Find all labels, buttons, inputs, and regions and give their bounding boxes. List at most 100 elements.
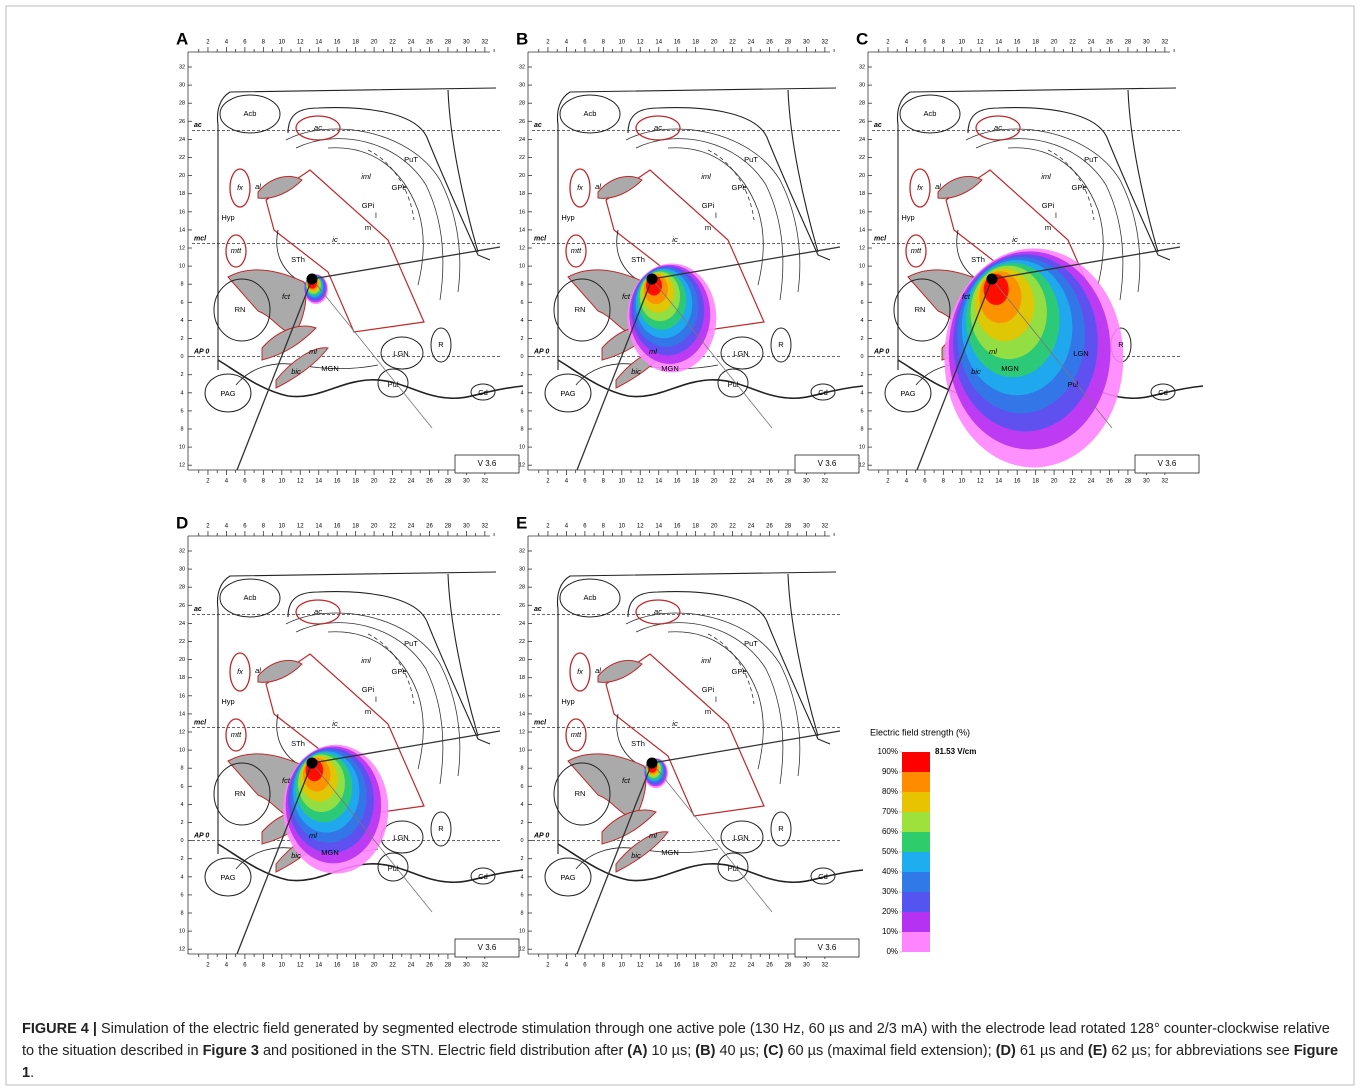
y-tick-label: 18 — [519, 675, 525, 681]
atlas-label: MGN — [661, 848, 679, 857]
gray-region — [275, 347, 329, 389]
x-tick-label: 22 — [729, 479, 736, 485]
stn-region — [265, 169, 425, 333]
y-tick-label: 12 — [859, 245, 865, 251]
x-tick-label: 18 — [692, 963, 699, 969]
x-tick-label: 30 — [803, 963, 810, 969]
r-region — [430, 327, 452, 363]
y-tick-label: 2 — [180, 372, 183, 378]
x-tick-label: 4 — [225, 40, 229, 46]
legend-tick-label: 100% — [878, 747, 898, 756]
x-tick-label: 28 — [785, 524, 792, 530]
atlas-label: m — [705, 707, 711, 716]
atlas-label: Cd — [818, 388, 828, 397]
lgn — [720, 336, 764, 370]
atlas-label: al — [595, 182, 601, 191]
y-tick-label: 14 — [179, 711, 185, 717]
x-tick-label: 24 — [408, 40, 415, 46]
atlas-label: Acb — [924, 109, 937, 118]
y-tick-label: 6 — [520, 784, 523, 790]
reference-label: mcl — [194, 719, 207, 726]
atlas-label: ic — [332, 719, 338, 728]
atlas-label: l — [715, 695, 717, 704]
x-tick-label: 8 — [602, 479, 606, 485]
gray-region — [597, 660, 643, 683]
atlas-label: ml — [309, 347, 317, 356]
legend-band — [902, 752, 930, 772]
atlas-label: PuT — [744, 155, 758, 164]
electrode-axis — [311, 278, 433, 429]
reference-label: ac — [874, 122, 882, 129]
mtt-region — [905, 234, 927, 268]
x-tick-label: 2 — [206, 479, 210, 485]
y-tick-label: 16 — [519, 209, 525, 215]
x-tick-label: 20 — [1051, 479, 1058, 485]
outline — [667, 147, 764, 286]
y-tick-label: 30 — [179, 567, 185, 573]
x-tick-label: 22 — [729, 963, 736, 969]
y-tick-label: 26 — [859, 119, 865, 125]
ac-region — [295, 115, 341, 141]
x-tick-label: 22 — [729, 40, 736, 46]
x-tick-label: 20 — [371, 963, 378, 969]
y-tick-label: 32 — [519, 64, 525, 70]
x-tick-label: 20 — [711, 40, 718, 46]
x-tick-label: 20 — [371, 479, 378, 485]
x-tick-label: 28 — [785, 479, 792, 485]
caption-text: Simulation of the electric field generat… — [22, 1021, 1330, 1059]
caption-text: (B) — [695, 1043, 716, 1059]
y-tick-label: 4 — [860, 390, 863, 396]
atlas-label: fx — [237, 183, 243, 192]
y-tick-label: 30 — [859, 83, 865, 89]
x-tick-label: 32 — [822, 524, 829, 530]
frame — [5, 5, 1355, 1086]
outline — [556, 87, 837, 370]
x-tick-label: 14 — [995, 479, 1002, 485]
x-tick-label: 18 — [352, 40, 359, 46]
electrode-contact — [646, 273, 658, 285]
x-tick-label: 2 — [206, 524, 210, 530]
y-tick-label: 4 — [180, 318, 183, 324]
atlas-label: Cd — [478, 872, 488, 881]
x-tick-label: 32 — [482, 524, 489, 530]
y-tick-label: 28 — [179, 101, 185, 107]
x-tick-label: 24 — [748, 479, 755, 485]
pag — [204, 373, 252, 413]
x-tick-label: 26 — [766, 40, 773, 46]
x-tick-label: 14 — [655, 479, 662, 485]
pag — [544, 857, 592, 897]
x-tick-label: 24 — [748, 963, 755, 969]
x-tick-label: 32 — [482, 479, 489, 485]
atlas-label: GPi — [702, 201, 715, 210]
y-tick-label: 32 — [179, 64, 185, 70]
outline — [556, 571, 837, 854]
atlas-label: Cd — [478, 388, 488, 397]
reference-label: mcl — [874, 235, 887, 242]
outline — [287, 591, 491, 745]
atlas-label: ac — [654, 123, 662, 132]
y-tick-label: 4 — [860, 318, 863, 324]
stn-region — [265, 653, 425, 817]
y-tick-label: 8 — [180, 426, 183, 432]
acb — [219, 578, 281, 618]
y-tick-label: 2 — [520, 336, 523, 342]
gray-region — [601, 809, 657, 845]
atlas-label: bic — [291, 367, 301, 376]
legend-tick-label: 30% — [882, 887, 898, 896]
mtt-region — [565, 718, 587, 752]
x-tick-label: 6 — [243, 479, 247, 485]
reference-label: AP 0 — [533, 348, 549, 355]
atlas-label: mtt — [571, 730, 582, 739]
x-tick-label: 18 — [352, 963, 359, 969]
y-tick-label: 2 — [860, 372, 863, 378]
x-tick-label: 18 — [692, 479, 699, 485]
cd — [470, 867, 496, 885]
atlas-label: l — [375, 211, 377, 220]
y-tick-label: 2 — [520, 820, 523, 826]
y-tick-label: 12 — [859, 463, 865, 469]
x-tick-label: 6 — [243, 524, 247, 530]
pag — [544, 373, 592, 413]
x-tick-label: 26 — [1106, 479, 1113, 485]
y-tick-label: 6 — [180, 408, 183, 414]
x-tick-label: 30 — [803, 524, 810, 530]
